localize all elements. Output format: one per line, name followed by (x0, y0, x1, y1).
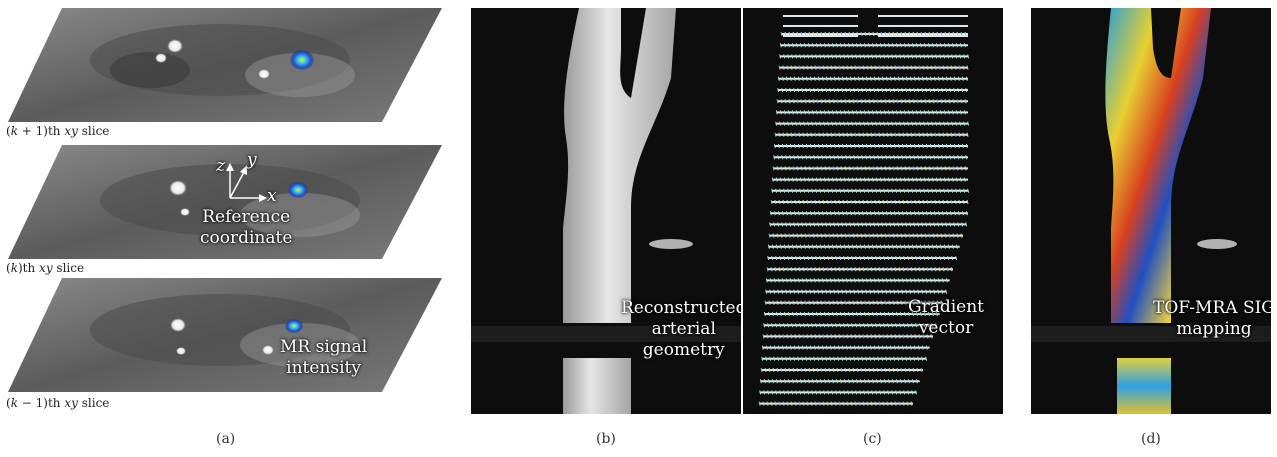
vector-row (772, 166, 968, 171)
reference-coordinate-label: Reference coordinate (200, 207, 293, 248)
vector-row (763, 311, 940, 317)
gradient-vector-field-icon (758, 15, 970, 406)
vector-row (769, 222, 968, 227)
slice-k (8, 145, 442, 259)
panel-c: Gradient vector (743, 8, 1003, 414)
vector-row (767, 244, 960, 249)
vector-row (758, 401, 913, 406)
vector-row (775, 121, 970, 126)
slice-caption-k-plus-1: (k + 1)th xy slice (6, 124, 110, 138)
vector-row (766, 267, 953, 272)
vector-row (769, 211, 968, 216)
vector-row (773, 155, 968, 160)
axis-y-label: y (247, 150, 257, 170)
coordinate-axes-icon (226, 163, 267, 202)
slice-caption-k: (k)th xy slice (6, 261, 85, 275)
mr-signal-intensity-label: MR signal intensity (280, 337, 368, 378)
signal-blob-icon (290, 50, 314, 70)
vector-row (777, 87, 968, 93)
vector-row (779, 54, 970, 59)
mr-slice-stack (8, 8, 442, 392)
panel-d: TOF-MRA SIG mapping (1031, 8, 1271, 414)
slice-caption-k-minus-1: (k − 1)th xy slice (6, 396, 110, 410)
vector-row (761, 345, 930, 350)
axis-x-label: x (267, 186, 277, 206)
vector-row (778, 65, 969, 70)
arterial-geometry-icon (471, 8, 741, 414)
signal-blob-icon (288, 182, 308, 198)
vector-row (765, 278, 950, 283)
panel-b: Reconstructed arterial geometry (471, 8, 741, 414)
gradient-vector-label: Gradient vector (908, 297, 985, 338)
signal-blob-icon (285, 319, 303, 333)
vector-row (768, 233, 963, 238)
panel-label-d: (d) (1141, 431, 1161, 447)
vector-row (771, 177, 968, 182)
vector-row (771, 188, 970, 193)
vector-row (775, 110, 968, 115)
panel-label-b: (b) (596, 431, 616, 447)
reconstructed-geometry-label: Reconstructed arterial geometry (621, 298, 741, 360)
slice-k-plus-1 (8, 8, 442, 122)
vector-row (764, 300, 943, 305)
vector-row (770, 199, 969, 205)
vector-row (759, 379, 920, 384)
axis-z-label: z (216, 156, 225, 176)
vector-row (776, 99, 968, 104)
vector-row (767, 255, 958, 261)
panel-label-c: (c) (863, 431, 882, 447)
sig-mapping-icon (1031, 8, 1271, 414)
vector-row (763, 323, 938, 328)
vector-row (773, 143, 968, 149)
vector-row (761, 356, 928, 361)
panel-label-a: (a) (216, 431, 236, 447)
vector-row (774, 132, 969, 137)
vector-row (759, 390, 918, 395)
vector-row (779, 43, 968, 48)
vector-row (765, 289, 948, 294)
vector-row (777, 76, 968, 81)
slice-k-minus-1 (8, 278, 442, 392)
vector-row (760, 367, 923, 373)
vector-row (762, 334, 933, 339)
sig-mapping-label: TOF-MRA SIG mapping (1153, 298, 1271, 339)
